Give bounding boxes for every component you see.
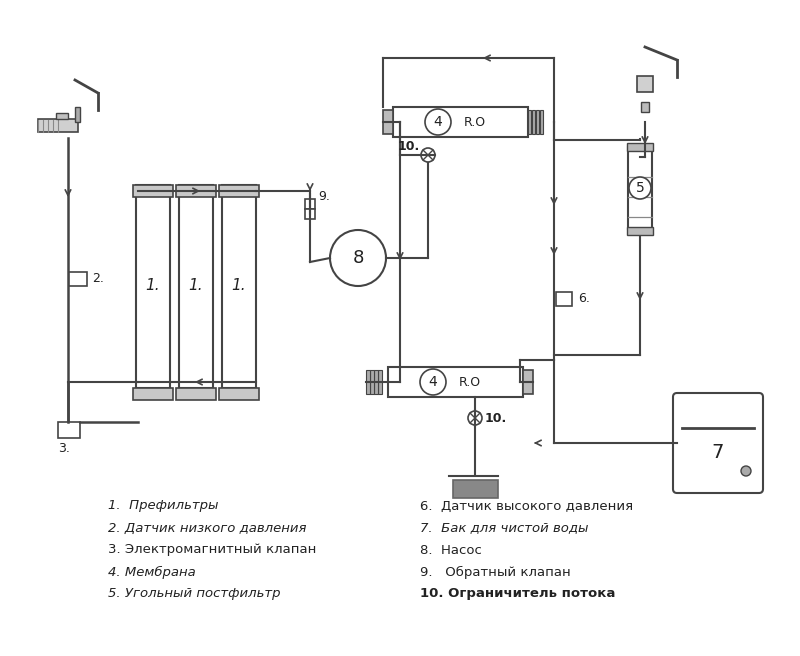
Bar <box>366 370 370 394</box>
Bar <box>641 102 649 112</box>
Bar <box>540 110 543 134</box>
Bar <box>393 107 528 137</box>
Text: 1.: 1. <box>146 279 160 293</box>
Circle shape <box>741 466 751 476</box>
Bar <box>219 185 259 197</box>
Text: 4. Мембрана: 4. Мембрана <box>108 565 196 579</box>
Circle shape <box>421 148 435 162</box>
Text: 8.  Насос: 8. Насос <box>420 544 482 556</box>
Bar <box>627 227 653 235</box>
Text: 1.: 1. <box>232 279 246 293</box>
Bar <box>528 110 531 134</box>
Bar <box>69 272 87 286</box>
Bar <box>176 388 216 400</box>
Bar <box>388 367 523 397</box>
Bar <box>38 119 78 132</box>
Text: 8: 8 <box>352 249 364 267</box>
Bar <box>532 110 535 134</box>
Text: 2. Датчик низкого давления: 2. Датчик низкого давления <box>108 522 306 535</box>
Text: R.O: R.O <box>464 115 486 129</box>
Text: 6.  Датчик высокого давления: 6. Датчик высокого давления <box>420 499 633 512</box>
Text: 1.  Префильтры: 1. Префильтры <box>108 499 218 512</box>
Bar <box>370 370 374 394</box>
Bar <box>374 370 378 394</box>
Text: 4: 4 <box>434 115 442 129</box>
Bar <box>133 185 173 197</box>
Bar <box>219 388 259 400</box>
Bar <box>378 370 382 394</box>
Text: 3.: 3. <box>58 441 70 455</box>
Text: 10. Ограничитель потока: 10. Ограничитель потока <box>420 588 615 600</box>
Bar <box>453 480 498 498</box>
Bar <box>628 147 652 229</box>
Text: 5: 5 <box>636 181 644 195</box>
Text: 7: 7 <box>712 443 724 462</box>
Bar <box>179 185 213 388</box>
Bar <box>305 199 315 209</box>
Text: 3. Электромагнитный клапан: 3. Электромагнитный клапан <box>108 544 316 556</box>
Text: 2.: 2. <box>92 272 104 285</box>
Text: 4: 4 <box>429 375 438 389</box>
Circle shape <box>629 177 651 199</box>
Circle shape <box>468 411 482 425</box>
Text: 9.   Обратный клапан: 9. Обратный клапан <box>420 565 570 579</box>
Bar <box>136 185 170 388</box>
Bar <box>176 185 216 197</box>
Bar <box>536 110 539 134</box>
Bar <box>556 292 572 306</box>
Bar <box>637 76 653 92</box>
Circle shape <box>420 369 446 395</box>
Text: 1.: 1. <box>189 279 203 293</box>
Bar <box>222 185 256 388</box>
Text: 7.  Бак для чистой воды: 7. Бак для чистой воды <box>420 522 589 535</box>
Bar <box>75 107 80 122</box>
FancyBboxPatch shape <box>673 393 763 493</box>
Bar <box>305 209 315 219</box>
Circle shape <box>330 230 386 286</box>
Text: 9.: 9. <box>318 190 330 203</box>
Circle shape <box>425 109 451 135</box>
Text: 5. Угольный постфильтр: 5. Угольный постфильтр <box>108 588 281 600</box>
Bar <box>383 110 393 134</box>
Bar <box>523 370 533 394</box>
Bar <box>133 388 173 400</box>
Text: 10.: 10. <box>485 411 507 424</box>
Text: 10.: 10. <box>398 140 420 154</box>
Bar <box>58 422 80 438</box>
Text: 6.: 6. <box>578 293 590 306</box>
Text: R.O: R.O <box>459 375 481 388</box>
Bar <box>627 143 653 151</box>
Bar <box>56 113 68 119</box>
